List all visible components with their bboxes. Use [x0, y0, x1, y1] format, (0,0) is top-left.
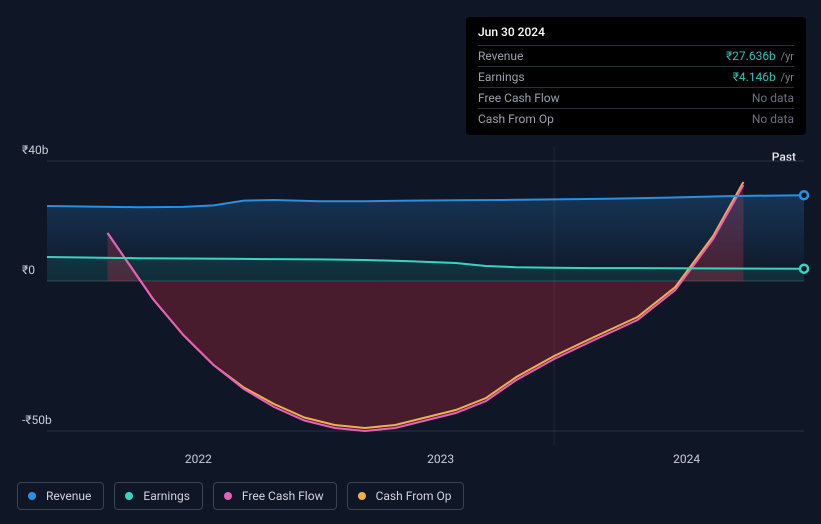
- x-axis-label: 2024: [673, 452, 700, 466]
- legend-label: Cash From Op: [376, 489, 452, 503]
- legend-item-earnings[interactable]: Earnings: [114, 482, 203, 510]
- legend-dot-icon: [224, 492, 232, 500]
- tooltip-row-unit: /yr: [778, 71, 794, 84]
- series-end-dot-earnings: [800, 265, 808, 273]
- y-axis-label: ₹0: [22, 263, 35, 277]
- legend: Revenue Earnings Free Cash Flow Cash From O…: [17, 482, 464, 510]
- tooltip-row-unit: /yr: [778, 50, 794, 63]
- tooltip-date: Jun 30 2024: [478, 25, 794, 45]
- tooltip-row: Revenue ₹27.636b /yr: [478, 45, 794, 66]
- legend-label: Revenue: [46, 489, 91, 503]
- chart-canvas: [47, 146, 804, 446]
- tooltip-row-value: No data: [752, 91, 794, 105]
- legend-dot-icon: [358, 492, 366, 500]
- tooltip-row: Cash From Op No data: [478, 108, 794, 129]
- x-axis-label: 2022: [185, 452, 212, 466]
- legend-dot-icon: [28, 492, 36, 500]
- tooltip-row-value: No data: [752, 112, 794, 126]
- tooltip-row-label: Free Cash Flow: [478, 91, 560, 105]
- tooltip-row-label: Cash From Op: [478, 112, 554, 126]
- tooltip-card: Jun 30 2024 Revenue ₹27.636b /yr Earnings ₹…: [466, 17, 806, 135]
- legend-item-cash_from_op[interactable]: Cash From Op: [347, 482, 465, 510]
- legend-label: Earnings: [143, 489, 190, 503]
- tooltip-row-label: Earnings: [478, 70, 525, 84]
- tooltip-row: Earnings ₹4.146b /yr: [478, 66, 794, 87]
- legend-item-free_cash_flow[interactable]: Free Cash Flow: [213, 482, 337, 510]
- legend-item-revenue[interactable]: Revenue: [17, 482, 104, 510]
- legend-label: Free Cash Flow: [242, 489, 324, 503]
- tooltip-row-label: Revenue: [478, 49, 523, 63]
- series-end-dot-revenue: [800, 191, 808, 199]
- x-axis-label: 2023: [427, 452, 454, 466]
- legend-dot-icon: [125, 492, 133, 500]
- tooltip-row: Free Cash Flow No data: [478, 87, 794, 108]
- tooltip-row-value: ₹4.146b /yr: [733, 70, 794, 84]
- tooltip-row-value: ₹27.636b /yr: [726, 49, 794, 63]
- y-axis-label: ₹40b: [22, 143, 48, 157]
